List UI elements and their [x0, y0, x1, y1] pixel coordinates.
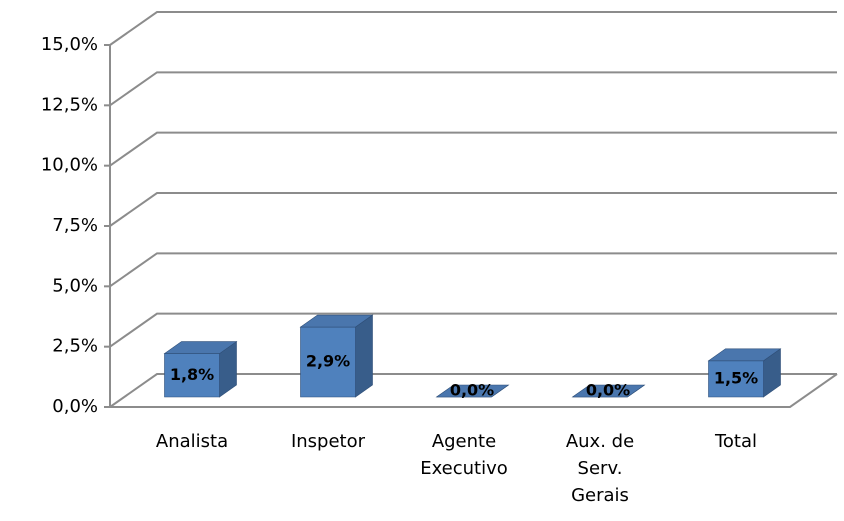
- x-tick-label: Agente Executivo: [420, 431, 508, 479]
- grid-line: [109, 252, 837, 288]
- x-tick-label: Total: [714, 431, 758, 452]
- bar: [707, 348, 782, 398]
- x-tick-label: Aux. de Serv. Gerais: [565, 431, 635, 506]
- bar-top: [299, 314, 374, 328]
- y-tick-label: 15,0%: [41, 34, 98, 55]
- y-tick-label: 5,0%: [52, 275, 98, 296]
- data-label: 1,5%: [714, 368, 758, 387]
- bar: [299, 314, 374, 398]
- bar: [435, 384, 510, 398]
- bar-top: [707, 348, 782, 362]
- x-tick-label: Inspetor: [290, 431, 366, 452]
- grid-line: [109, 192, 837, 227]
- grid-line: [109, 71, 837, 107]
- y-tick-label: 7,5%: [52, 215, 98, 236]
- bar-top: [163, 341, 238, 354]
- bar: [163, 340, 238, 398]
- bar: [571, 384, 646, 398]
- bar-top: [571, 384, 646, 398]
- grid-line: [109, 312, 837, 348]
- bar-top: [435, 384, 510, 398]
- grid-line: [109, 373, 837, 408]
- y-tick-label: 12,5%: [41, 94, 98, 115]
- data-label: 0,0%: [450, 381, 494, 400]
- y-tick-label: 2,5%: [52, 336, 98, 357]
- floor-edge: [110, 373, 838, 408]
- bar-side: [355, 314, 373, 398]
- data-label: 0,0%: [586, 381, 630, 400]
- grid-line: [109, 131, 837, 167]
- y-tick-label: 10,0%: [41, 155, 98, 176]
- y-tick-label: 0,0%: [52, 396, 98, 417]
- data-label: 1,8%: [170, 365, 214, 384]
- data-label: 2,9%: [306, 352, 350, 371]
- x-tick-label: Analista: [155, 431, 229, 452]
- grid-line: [109, 11, 837, 46]
